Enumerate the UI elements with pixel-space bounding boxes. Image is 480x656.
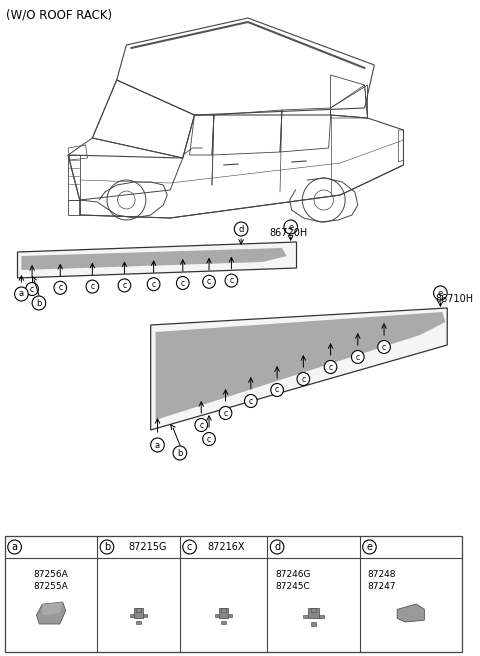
- Circle shape: [270, 540, 284, 554]
- Bar: [136, 609, 141, 611]
- Text: b: b: [104, 542, 110, 552]
- Bar: [311, 622, 316, 626]
- Circle shape: [324, 361, 337, 373]
- Text: 87215G: 87215G: [129, 542, 167, 552]
- Polygon shape: [151, 308, 447, 430]
- Text: c: c: [224, 409, 228, 417]
- Bar: [219, 609, 228, 617]
- Bar: [5, 536, 462, 652]
- Polygon shape: [22, 248, 287, 270]
- Circle shape: [219, 407, 232, 419]
- Polygon shape: [156, 312, 445, 420]
- Text: e: e: [438, 289, 443, 298]
- Text: 87246G
87245C: 87246G 87245C: [275, 570, 311, 591]
- Text: c: c: [382, 342, 386, 352]
- Bar: [143, 614, 147, 617]
- Text: c: c: [90, 282, 95, 291]
- Text: (W/O ROOF RACK): (W/O ROOF RACK): [6, 8, 112, 21]
- Bar: [309, 607, 319, 618]
- Text: c: c: [58, 283, 62, 293]
- Text: 86710H: 86710H: [435, 294, 474, 304]
- Text: c: c: [356, 352, 360, 361]
- Circle shape: [177, 276, 189, 289]
- Circle shape: [8, 540, 22, 554]
- Text: c: c: [180, 279, 185, 287]
- Circle shape: [351, 350, 364, 363]
- Bar: [228, 614, 232, 617]
- Circle shape: [118, 279, 131, 292]
- Circle shape: [363, 540, 376, 554]
- Circle shape: [244, 394, 257, 407]
- Text: c: c: [328, 363, 333, 371]
- Circle shape: [271, 384, 283, 396]
- Text: 86720H: 86720H: [269, 228, 308, 238]
- Text: e: e: [288, 222, 293, 232]
- Text: d: d: [274, 542, 280, 552]
- Text: c: c: [30, 285, 34, 293]
- Circle shape: [151, 438, 164, 452]
- Circle shape: [297, 373, 310, 386]
- Text: c: c: [229, 276, 233, 285]
- Text: c: c: [199, 420, 204, 430]
- Circle shape: [26, 283, 38, 295]
- Circle shape: [234, 222, 248, 236]
- Text: c: c: [122, 281, 127, 290]
- Circle shape: [195, 419, 207, 432]
- Bar: [303, 615, 309, 617]
- Polygon shape: [397, 604, 424, 622]
- Text: a: a: [19, 289, 24, 298]
- Circle shape: [183, 540, 196, 554]
- Text: c: c: [152, 279, 156, 289]
- Bar: [215, 614, 219, 617]
- Circle shape: [147, 277, 160, 291]
- Text: c: c: [249, 396, 253, 405]
- Circle shape: [14, 287, 28, 301]
- Bar: [311, 607, 316, 611]
- Circle shape: [225, 274, 238, 287]
- Polygon shape: [42, 602, 63, 615]
- Text: b: b: [177, 449, 182, 457]
- Circle shape: [100, 540, 114, 554]
- Circle shape: [284, 220, 298, 234]
- Bar: [136, 621, 141, 624]
- Text: a: a: [155, 440, 160, 449]
- Text: 87248
87247: 87248 87247: [368, 570, 396, 591]
- Text: a: a: [12, 542, 18, 552]
- Polygon shape: [36, 602, 66, 624]
- Text: e: e: [366, 542, 372, 552]
- Text: c: c: [187, 542, 192, 552]
- Circle shape: [54, 281, 67, 295]
- Bar: [134, 609, 143, 617]
- Text: 87216X: 87216X: [208, 542, 245, 552]
- Circle shape: [433, 286, 447, 300]
- Circle shape: [203, 276, 216, 288]
- Text: 87256A
87255A: 87256A 87255A: [34, 570, 69, 591]
- Text: c: c: [301, 375, 305, 384]
- Bar: [221, 609, 226, 611]
- Text: b: b: [36, 298, 42, 308]
- Circle shape: [378, 340, 390, 354]
- Text: c: c: [207, 434, 211, 443]
- Text: c: c: [207, 277, 211, 286]
- Circle shape: [173, 446, 187, 460]
- Circle shape: [32, 296, 46, 310]
- Text: c: c: [275, 386, 279, 394]
- Bar: [319, 615, 324, 617]
- Polygon shape: [17, 242, 297, 278]
- Text: d: d: [239, 224, 244, 234]
- Circle shape: [86, 280, 99, 293]
- Bar: [221, 621, 226, 624]
- Circle shape: [203, 432, 216, 445]
- Bar: [130, 614, 134, 617]
